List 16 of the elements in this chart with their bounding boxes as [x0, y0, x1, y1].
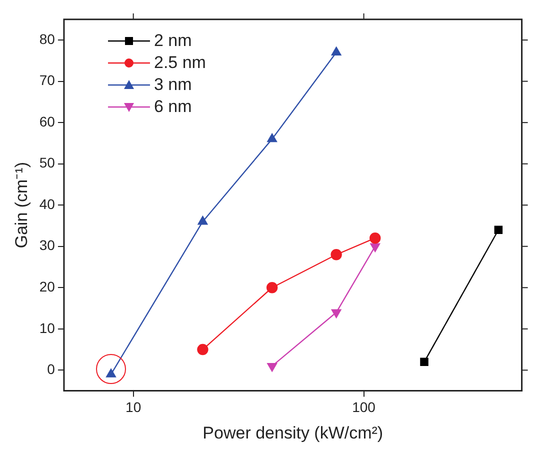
y-tick-label: 20 [39, 278, 56, 294]
y-tick-label: 60 [39, 113, 56, 130]
x-axis-title: Power density (kW/cm²) [202, 423, 384, 442]
legend-label: 3 nm [154, 74, 192, 96]
y-tick-label: 0 [47, 361, 56, 378]
y-tick-label: 50 [39, 154, 56, 171]
y-tick-label: 30 [39, 237, 56, 254]
y-tick-label: 80 [39, 30, 56, 47]
legend-label: 2.5 nm [154, 52, 206, 74]
y-tick-label: 70 [39, 72, 56, 88]
y-tick-label: 10 [39, 320, 56, 336]
legend-label: 2 nm [154, 30, 192, 52]
legend-label: 6 nm [154, 96, 192, 118]
y-axis-title: Gain (cm⁻¹) [12, 162, 31, 248]
x-tick-label: 100 [352, 399, 376, 416]
y-tick-label: 40 [39, 196, 56, 212]
